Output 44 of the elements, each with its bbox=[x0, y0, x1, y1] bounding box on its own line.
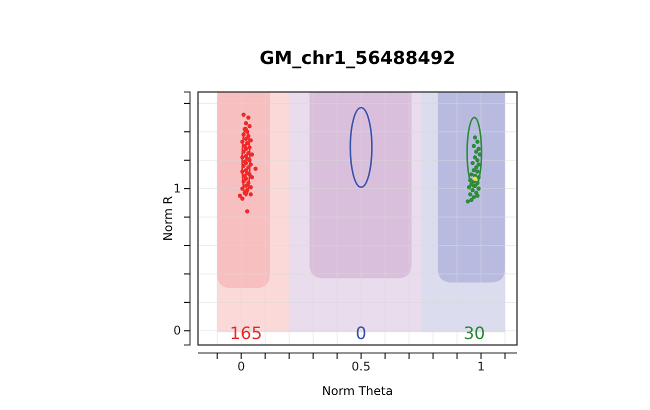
point bbox=[472, 195, 476, 200]
point bbox=[244, 146, 248, 151]
point bbox=[250, 175, 254, 180]
point bbox=[474, 165, 478, 170]
x-axis-title: Norm Theta bbox=[322, 384, 393, 398]
point bbox=[475, 140, 480, 144]
annotation: 0 bbox=[356, 324, 367, 344]
point bbox=[253, 166, 258, 171]
point bbox=[468, 192, 472, 196]
point bbox=[247, 124, 252, 128]
point bbox=[241, 112, 246, 117]
y-axis-title: Norm R bbox=[161, 196, 175, 241]
point bbox=[244, 136, 248, 142]
annotation: 30 bbox=[463, 324, 486, 344]
chart-title: GM_chr1_56488492 bbox=[260, 48, 456, 69]
x-tick-label: 1 bbox=[477, 360, 485, 374]
point bbox=[244, 121, 248, 126]
x-tick-label: 0 bbox=[237, 360, 245, 374]
point bbox=[469, 172, 474, 177]
x-tick-label: 0.5 bbox=[352, 360, 371, 374]
point bbox=[248, 192, 253, 196]
point bbox=[469, 198, 474, 202]
point bbox=[476, 146, 481, 151]
point bbox=[246, 115, 250, 120]
point bbox=[472, 144, 476, 148]
point bbox=[475, 169, 480, 174]
point bbox=[238, 194, 242, 198]
point bbox=[470, 188, 475, 192]
point bbox=[466, 185, 472, 190]
point bbox=[244, 184, 248, 188]
annotation: 165 bbox=[230, 324, 262, 344]
point bbox=[244, 176, 248, 181]
point bbox=[472, 155, 478, 160]
point bbox=[466, 199, 470, 204]
point bbox=[472, 176, 478, 181]
point bbox=[476, 186, 481, 191]
point bbox=[472, 168, 476, 172]
point bbox=[475, 158, 480, 162]
point bbox=[475, 194, 480, 198]
point bbox=[240, 196, 244, 201]
point bbox=[470, 160, 475, 166]
point bbox=[474, 150, 478, 154]
point bbox=[472, 135, 478, 140]
point bbox=[245, 209, 250, 214]
